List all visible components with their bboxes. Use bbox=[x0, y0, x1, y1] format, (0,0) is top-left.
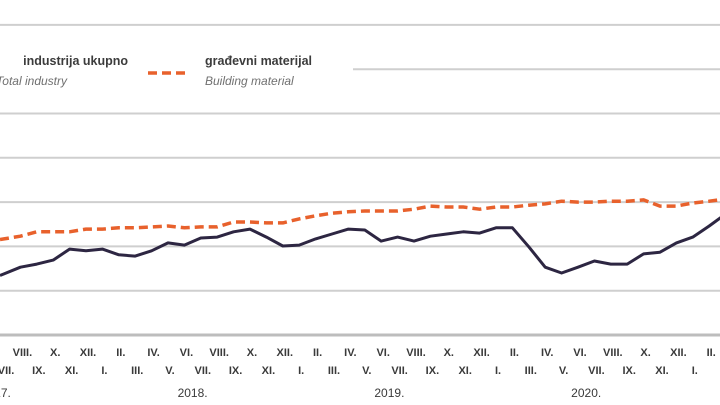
x-tick-label: VIII. bbox=[13, 347, 33, 359]
series-line-total bbox=[0, 216, 720, 277]
x-tick-label: II. bbox=[707, 347, 716, 359]
x-tick-label: VIII. bbox=[209, 347, 229, 359]
x-tick-label: VII. bbox=[391, 365, 408, 377]
x-tick-label: V. bbox=[165, 365, 174, 377]
x-tick-label: IV. bbox=[147, 347, 159, 359]
x-tick-label: X. bbox=[444, 347, 454, 359]
x-tick-label: VII. bbox=[0, 365, 14, 377]
year-label: 2018. bbox=[178, 386, 208, 400]
legend-label-total: industrija ukupno bbox=[23, 54, 128, 68]
series-line-building bbox=[0, 197, 720, 242]
gridlines bbox=[0, 23, 720, 337]
x-tick-label: XII. bbox=[473, 347, 490, 359]
x-tick-label: I. bbox=[495, 365, 501, 377]
legend-label-building: građevni materijal bbox=[205, 54, 312, 68]
x-tick-label: XI. bbox=[458, 365, 471, 377]
year-label: 2020. bbox=[571, 386, 601, 400]
x-axis: VII.VIII.IX.X.XI.XII.I.II.III.IV.V.VI.VI… bbox=[0, 347, 716, 400]
x-tick-label: I. bbox=[298, 365, 304, 377]
x-tick-label: XI. bbox=[262, 365, 275, 377]
x-tick-label: VI. bbox=[573, 347, 586, 359]
x-tick-label: XII. bbox=[80, 347, 97, 359]
x-tick-label: IX. bbox=[229, 365, 242, 377]
x-tick-label: II. bbox=[116, 347, 125, 359]
x-tick-label: V. bbox=[362, 365, 371, 377]
series-lines bbox=[0, 197, 720, 277]
x-tick-label: VIII. bbox=[406, 347, 426, 359]
x-tick-label: IX. bbox=[426, 365, 439, 377]
x-tick-label: VI. bbox=[376, 347, 389, 359]
x-tick-label: XI. bbox=[65, 365, 78, 377]
legend-label-building-en: Building material bbox=[205, 74, 294, 88]
x-tick-label: IX. bbox=[622, 365, 635, 377]
x-tick-label: III. bbox=[525, 365, 537, 377]
year-label: 2019. bbox=[374, 386, 404, 400]
x-tick-label: V. bbox=[559, 365, 568, 377]
x-tick-label: II. bbox=[510, 347, 519, 359]
x-tick-label: III. bbox=[131, 365, 143, 377]
x-tick-label: IV. bbox=[541, 347, 553, 359]
x-tick-label: VI. bbox=[180, 347, 193, 359]
x-tick-label: IV. bbox=[344, 347, 356, 359]
x-tick-label: XI. bbox=[655, 365, 668, 377]
x-tick-label: XII. bbox=[670, 347, 687, 359]
x-tick-label: I. bbox=[101, 365, 107, 377]
x-tick-label: X. bbox=[247, 347, 257, 359]
legend: industrija ukupno Total industry građevn… bbox=[0, 54, 312, 88]
x-tick-label: I. bbox=[692, 365, 698, 377]
x-tick-label: VII. bbox=[588, 365, 605, 377]
x-tick-label: X. bbox=[50, 347, 60, 359]
x-tick-label: II. bbox=[313, 347, 322, 359]
x-tick-label: IX. bbox=[32, 365, 45, 377]
x-tick-label: VIII. bbox=[603, 347, 623, 359]
legend-label-total-en: Total industry bbox=[0, 74, 68, 88]
year-label: 2017. bbox=[0, 386, 11, 400]
x-tick-label: X. bbox=[640, 347, 650, 359]
x-tick-label: III. bbox=[328, 365, 340, 377]
x-tick-label: VII. bbox=[195, 365, 212, 377]
x-tick-label: XII. bbox=[277, 347, 294, 359]
